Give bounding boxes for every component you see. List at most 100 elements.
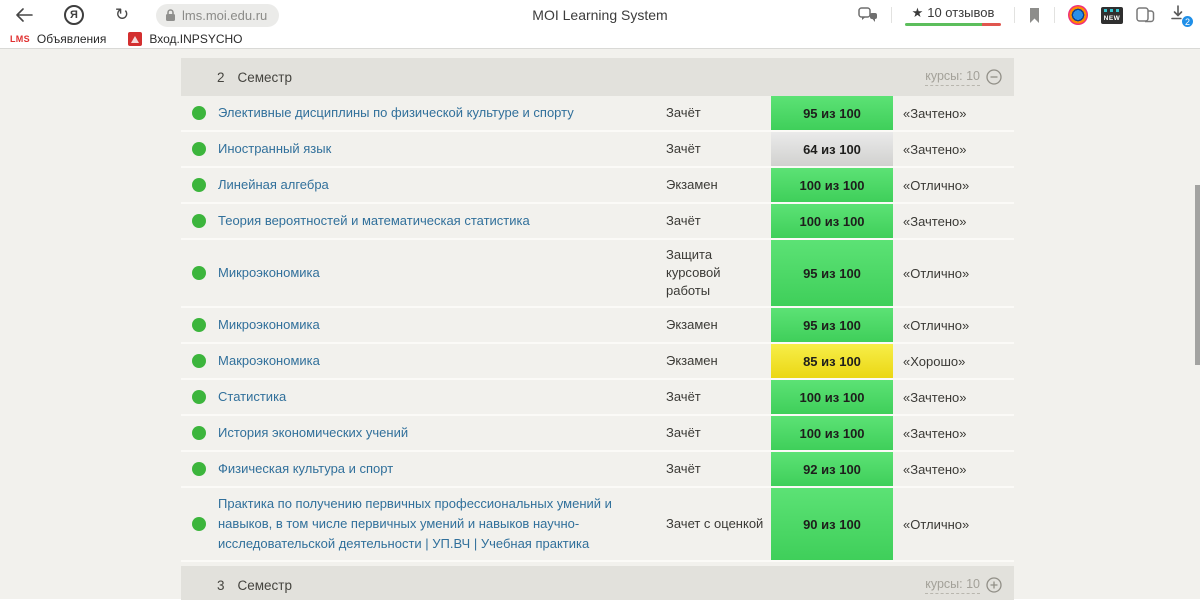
grade-cell: «Зачтено»: [903, 461, 967, 477]
status-dot-column: [181, 462, 218, 476]
bookmark-inpsycho-login[interactable]: Вход.INPSYCHO: [128, 32, 243, 46]
vertical-scrollbar-thumb[interactable]: [1195, 185, 1200, 365]
score-badge: 85 из 100: [771, 344, 893, 378]
course-name-cell: Статистика: [218, 381, 666, 413]
exam-type-cell: Зачёт: [666, 105, 701, 120]
semester-2-header: 2 Семестр курсы: 10: [181, 58, 1014, 96]
bookmark-flag-icon[interactable]: [1028, 7, 1041, 24]
exam-type-cell: Экзамен: [666, 317, 718, 332]
grade-cell: «Зачтено»: [903, 389, 967, 405]
status-dot-column: [181, 142, 218, 156]
course-row: Линейная алгебра Экзамен 100 из 100 «Отл…: [181, 168, 1014, 204]
downloads-count-badge: 2: [1181, 15, 1194, 28]
back-button[interactable]: [12, 3, 36, 27]
refresh-button[interactable]: ↻: [114, 4, 130, 25]
exam-type-cell: Зачёт: [666, 213, 701, 228]
course-row: Микроэкономика Защита курсовой работы 95…: [181, 240, 1014, 308]
bookmark-announcements[interactable]: LMS Объявления: [10, 32, 106, 46]
grade-cell: «Зачтено»: [903, 105, 967, 121]
status-dot-icon: [192, 462, 206, 476]
bookmark-label: Вход.INPSYCHO: [149, 32, 243, 46]
extension-new-video-icon[interactable]: NEW: [1101, 6, 1123, 24]
status-dot-column: [181, 354, 218, 368]
inpsycho-favicon: [128, 32, 143, 46]
semester-3-expand-control[interactable]: курсы: 10: [925, 576, 1002, 594]
course-name-cell: Микроэкономика: [218, 309, 666, 341]
yandex-logo-letter: Я: [70, 9, 78, 21]
new-badge-text: NEW: [1103, 14, 1121, 22]
score-badge: 100 из 100: [771, 168, 893, 202]
grades-table: 2 Семестр курсы: 10 Элективные дисциплин…: [181, 58, 1014, 600]
score-badge: 100 из 100: [771, 416, 893, 450]
score-badge: 95 из 100: [771, 308, 893, 342]
score-badge: 90 из 100: [771, 488, 893, 560]
course-link[interactable]: Иностранный язык: [218, 141, 332, 156]
grade-cell: «Отлично»: [903, 177, 970, 193]
course-name-cell: Микроэкономика: [218, 257, 666, 289]
grade-cell: «Зачтено»: [903, 213, 967, 229]
status-dot-column: [181, 106, 218, 120]
course-link[interactable]: Микроэкономика: [218, 265, 320, 280]
course-name-cell: Практика по получению первичных професси…: [218, 488, 666, 560]
rating-label: 10 отзывов: [927, 5, 995, 20]
course-row: Микроэкономика Экзамен 95 из 100 «Отличн…: [181, 308, 1014, 344]
download-arrow-icon: [1171, 5, 1183, 20]
collections-icon[interactable]: [1136, 7, 1155, 23]
course-link[interactable]: Микроэкономика: [218, 317, 320, 332]
grade-cell: «Зачтено»: [903, 141, 967, 157]
exam-type-cell: Защита курсовой работы: [666, 247, 721, 298]
score-badge: 100 из 100: [771, 204, 893, 238]
yandex-logo-button[interactable]: Я: [64, 5, 84, 25]
grade-cell: «Зачтено»: [903, 425, 967, 441]
rows: Элективные дисциплины по физической куль…: [181, 96, 1014, 562]
course-row: Физическая культура и спорт Зачёт 92 из …: [181, 452, 1014, 488]
site-rating-button[interactable]: ★ 10 отзывов: [905, 5, 1001, 26]
course-link[interactable]: Физическая культура и спорт: [218, 461, 394, 476]
grade-cell: «Отлично»: [903, 317, 970, 333]
exam-type-cell: Зачёт: [666, 461, 701, 476]
toolbar-separator: [891, 7, 892, 23]
address-bar[interactable]: lms.moi.edu.ru: [156, 3, 280, 27]
rating-bar: [905, 22, 1001, 26]
toolbar-separator: [1014, 7, 1015, 23]
course-row: Теория вероятностей и математическая ста…: [181, 204, 1014, 240]
status-dot-column: [181, 266, 218, 280]
score-badge: 92 из 100: [771, 452, 893, 486]
extension-browser-icon[interactable]: [1068, 5, 1088, 25]
course-row: Практика по получению первичных професси…: [181, 488, 1014, 562]
course-name-cell: Элективные дисциплины по физической куль…: [218, 97, 666, 129]
score-badge: 95 из 100: [771, 96, 893, 130]
course-name-cell: История экономических учений: [218, 417, 666, 449]
course-row: Статистика Зачёт 100 из 100 «Зачтено»: [181, 380, 1014, 416]
status-dot-icon: [192, 214, 206, 228]
toolbar-separator: [1054, 7, 1055, 23]
courses-count-link: курсы: 10: [925, 576, 980, 594]
course-link[interactable]: Практика по получению первичных професси…: [218, 496, 612, 551]
course-row: История экономических учений Зачёт 100 и…: [181, 416, 1014, 452]
course-link[interactable]: История экономических учений: [218, 425, 409, 440]
semester-title: Семестр: [237, 69, 293, 85]
status-dot-column: [181, 214, 218, 228]
chat-protect-icon[interactable]: [858, 7, 878, 23]
semester-2-collapse-control[interactable]: курсы: 10: [925, 68, 1002, 86]
downloads-button[interactable]: 2: [1168, 4, 1194, 28]
toolbar-right-cluster: ★ 10 отзывов NEW 2: [858, 4, 1200, 28]
expand-plus-icon: [986, 577, 1002, 593]
course-name-cell: Линейная алгебра: [218, 169, 666, 201]
status-dot-column: [181, 426, 218, 440]
course-link[interactable]: Теория вероятностей и математическая ста…: [218, 213, 530, 228]
status-dot-icon: [192, 106, 206, 120]
courses-count-link: курсы: 10: [925, 68, 980, 86]
course-name-cell: Теория вероятностей и математическая ста…: [218, 205, 666, 237]
exam-type-cell: Экзамен: [666, 353, 718, 368]
score-badge: 95 из 100: [771, 240, 893, 306]
lms-favicon: LMS: [10, 34, 30, 44]
course-link[interactable]: Статистика: [218, 389, 287, 404]
course-link[interactable]: Макроэкономика: [218, 353, 320, 368]
back-arrow-icon: [16, 8, 33, 22]
collapse-minus-icon: [986, 69, 1002, 85]
grade-cell: «Отлично»: [903, 516, 970, 532]
course-link[interactable]: Элективные дисциплины по физической куль…: [218, 105, 574, 120]
course-name-cell: Макроэкономика: [218, 345, 666, 377]
course-link[interactable]: Линейная алгебра: [218, 177, 329, 192]
